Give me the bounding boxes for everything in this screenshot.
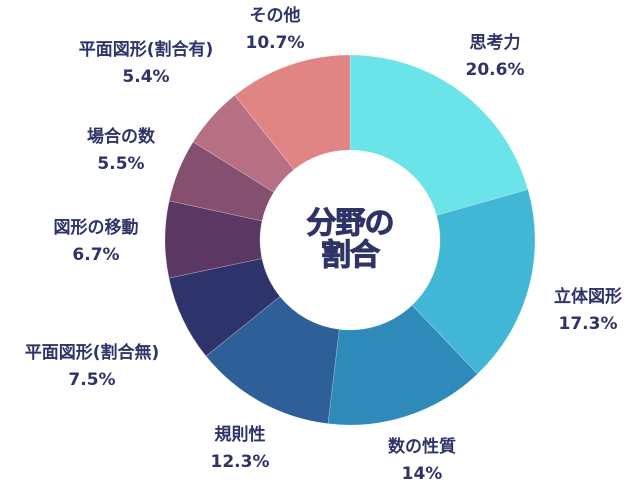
donut-slice (205, 296, 340, 425)
slice-label-value: 10.7% (245, 33, 305, 53)
donut-slice (349, 54, 529, 216)
slice-label-figure-movement: 図形の移動 6.7% (54, 215, 139, 269)
chart-title-line-1: 分野の (306, 206, 395, 241)
slice-label-solid-figures: 立体図形 17.3% (554, 284, 622, 338)
slice-label-combinatorics: 場合の数 5.5% (87, 124, 155, 178)
slice-label-plane-figures-with-ratio: 平面図形(割合有) 5.4% (79, 37, 214, 91)
slice-label-name: 規則性 (214, 425, 266, 445)
slice-label-other: その他 10.7% (246, 3, 305, 57)
slice-label-name: 立体図形 (554, 287, 622, 307)
slice-label-name: 平面図形(割合有) (78, 40, 214, 60)
slice-label-name: 数の性質 (388, 437, 456, 457)
slice-label-number-properties: 数の性質 14% (388, 434, 456, 488)
slice-label-value: 17.3% (558, 314, 618, 334)
chart-title: 分野の 割合 (306, 206, 395, 273)
slice-label-value: 14% (401, 464, 443, 484)
slice-label-name: 思考力 (469, 33, 521, 53)
slice-label-thinking: 思考力 20.6% (466, 30, 525, 84)
slice-label-name: 図形の移動 (53, 218, 139, 238)
donut-slice (327, 304, 478, 426)
slice-label-name: その他 (249, 6, 301, 26)
donut-slice (164, 200, 263, 279)
slice-label-regularity: 規則性 12.3% (211, 422, 270, 476)
donut-slice (192, 94, 295, 193)
donut-slice (234, 54, 351, 171)
slice-label-plane-figures-no-ratio: 平面図形(割合無) 7.5% (25, 340, 160, 394)
slice-label-name: 場合の数 (87, 127, 155, 147)
donut-slice (168, 258, 281, 357)
chart-title-line-2: 割合 (321, 238, 381, 273)
slice-label-value: 12.3% (210, 452, 270, 472)
slice-label-value: 7.5% (68, 370, 116, 390)
slice-label-value: 5.4% (122, 67, 170, 87)
slice-label-value: 20.6% (465, 60, 525, 80)
slice-label-name: 平面図形(割合無) (24, 343, 160, 363)
slice-label-value: 6.7% (72, 245, 120, 265)
donut-slice (411, 189, 536, 375)
slice-label-value: 5.5% (97, 154, 145, 174)
